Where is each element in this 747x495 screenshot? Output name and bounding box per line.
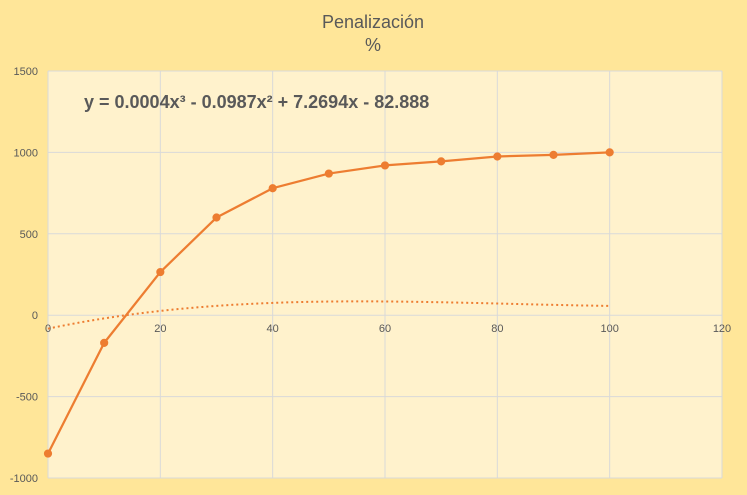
x-tick-label: 0 xyxy=(45,323,51,335)
y-tick-label: -500 xyxy=(16,392,38,404)
data-point xyxy=(43,449,53,458)
data-point xyxy=(212,213,221,222)
data-point xyxy=(100,338,109,347)
y-tick-label: 0 xyxy=(32,310,38,322)
data-point xyxy=(156,267,165,277)
y-tick-label: 1000 xyxy=(14,147,38,159)
chart-subtitle: % xyxy=(365,35,381,55)
y-tick-label: 500 xyxy=(20,229,38,241)
data-point xyxy=(549,150,558,159)
data-point xyxy=(493,152,502,161)
data-point xyxy=(605,148,614,157)
y-tick-label: 1500 xyxy=(14,66,38,78)
data-point xyxy=(324,169,333,178)
data-point xyxy=(437,157,446,166)
y-tick-label: -1000 xyxy=(10,473,38,485)
chart-title: Penalización xyxy=(322,12,424,32)
x-tick-label: 120 xyxy=(713,323,731,335)
data-points xyxy=(43,148,614,458)
data-point xyxy=(268,184,277,193)
y-tick-labels: -1000 -500 0 500 1000 1500 xyxy=(10,66,38,485)
x-tick-label: 60 xyxy=(379,323,391,335)
trendline-equation: y = 0.0004x³ - 0.0987x² + 7.2694x - 82.8… xyxy=(84,92,429,112)
data-point xyxy=(380,161,390,170)
x-tick-label: 20 xyxy=(154,323,166,335)
x-tick-labels: 0 20 40 60 80 100 120 xyxy=(45,323,731,335)
x-tick-label: 40 xyxy=(267,323,279,335)
x-tick-label: 80 xyxy=(491,323,503,335)
x-tick-label: 100 xyxy=(600,323,618,335)
